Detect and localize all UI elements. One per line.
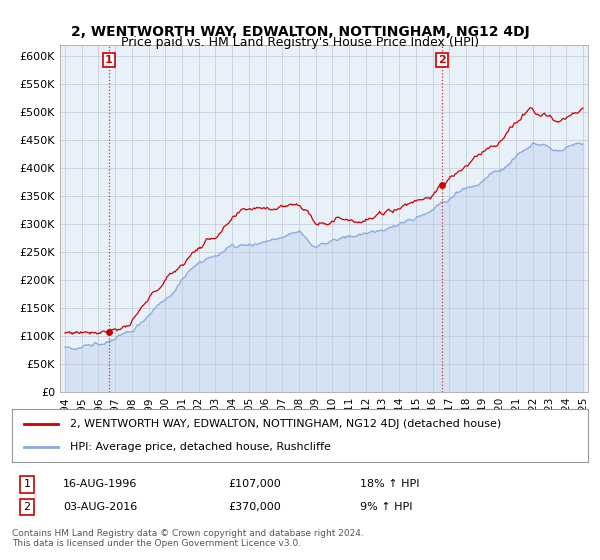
- Text: 9% ↑ HPI: 9% ↑ HPI: [360, 502, 413, 512]
- Text: 1: 1: [105, 55, 113, 66]
- Text: 2: 2: [439, 55, 446, 66]
- Text: HPI: Average price, detached house, Rushcliffe: HPI: Average price, detached house, Rush…: [70, 442, 331, 452]
- Text: £370,000: £370,000: [228, 502, 281, 512]
- Text: 1: 1: [23, 479, 31, 489]
- Text: 2, WENTWORTH WAY, EDWALTON, NOTTINGHAM, NG12 4DJ: 2, WENTWORTH WAY, EDWALTON, NOTTINGHAM, …: [71, 25, 529, 39]
- Text: Contains HM Land Registry data © Crown copyright and database right 2024.
This d: Contains HM Land Registry data © Crown c…: [12, 529, 364, 548]
- Text: 18% ↑ HPI: 18% ↑ HPI: [360, 479, 419, 489]
- Text: 2: 2: [23, 502, 31, 512]
- Text: £107,000: £107,000: [228, 479, 281, 489]
- Text: 03-AUG-2016: 03-AUG-2016: [63, 502, 137, 512]
- Text: 2, WENTWORTH WAY, EDWALTON, NOTTINGHAM, NG12 4DJ (detached house): 2, WENTWORTH WAY, EDWALTON, NOTTINGHAM, …: [70, 419, 501, 429]
- Text: 16-AUG-1996: 16-AUG-1996: [63, 479, 137, 489]
- Text: Price paid vs. HM Land Registry's House Price Index (HPI): Price paid vs. HM Land Registry's House …: [121, 36, 479, 49]
